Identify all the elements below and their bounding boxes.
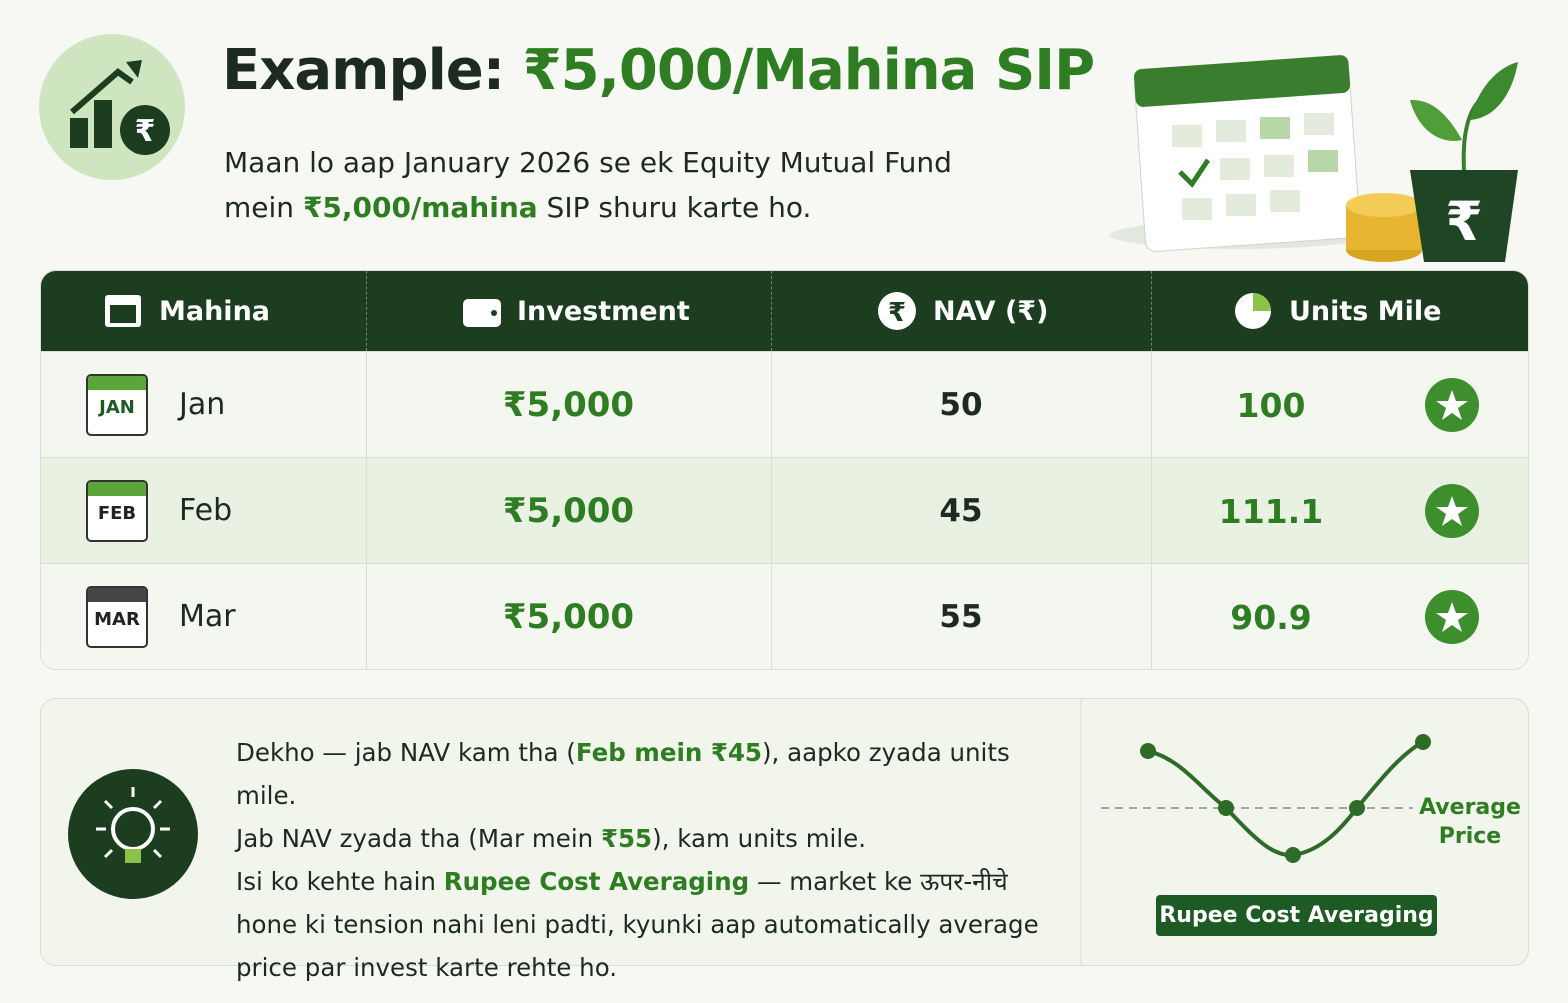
- star: [1425, 378, 1479, 436]
- text: Maan lo aap January 2026 se ek Equity Mu…: [224, 146, 952, 224]
- star-icon: [1425, 484, 1479, 538]
- column-header: Units Mile: [1233, 271, 1441, 351]
- badge: Rupee Cost Averaging: [1159, 903, 1434, 928]
- column-header: Mahina: [103, 271, 270, 351]
- table-row: MAR Mar ₹5,000 55 90.9: [41, 563, 1528, 669]
- month: Mar: [179, 599, 236, 634]
- column-label: Mahina: [159, 295, 271, 327]
- sentence: Isi ko kehte hain Rupee Cost Averaging —…: [236, 860, 1056, 989]
- column-icon: [463, 299, 501, 327]
- text: Jab NAV zyada tha (Mar mein: [236, 824, 601, 853]
- title-highlight: ₹5,000/Mahina SIP: [522, 38, 1095, 103]
- svg-text:₹: ₹: [135, 114, 156, 149]
- title: Example: ₹5,000/Mahina SIP: [222, 38, 1095, 103]
- divider: [366, 271, 367, 351]
- units: 90.9: [1230, 597, 1312, 637]
- chart-label-line: Average: [1419, 795, 1521, 820]
- column-label: Units Mile: [1289, 295, 1442, 327]
- divider: [771, 458, 772, 564]
- month-badge: MAR: [86, 586, 148, 648]
- badge-label: FEB: [97, 503, 137, 524]
- divider: [366, 564, 367, 669]
- star-icon: [1425, 590, 1479, 644]
- column-icon: ₹: [878, 292, 916, 330]
- header-art: ₹ ₹: [39, 34, 1518, 262]
- investment: ₹5,000: [502, 597, 635, 637]
- column-header: ₹ NAV (₹): [877, 271, 1048, 351]
- text: Dekho — jab NAV kam tha (: [236, 738, 576, 767]
- highlight: Feb mein ₹45: [575, 738, 762, 767]
- divider: [771, 564, 772, 669]
- nav: 45: [939, 493, 983, 529]
- highlight: Rupee Cost Averaging: [443, 867, 750, 896]
- text: SIP shuru karte ho.: [537, 191, 812, 224]
- note-text: Dekho — jab NAV kam tha (Feb mein ₹45), …: [236, 731, 1056, 989]
- note-art: [68, 699, 1437, 965]
- column-header: Investment: [461, 271, 690, 351]
- month: Jan: [179, 387, 226, 422]
- month-badge: JAN: [86, 374, 148, 436]
- intro: Maan lo aap January 2026 se ek Equity Mu…: [224, 140, 1024, 230]
- table: Mahina Investment ₹ NAV (₹) Units Mile JAN Ja…: [40, 270, 1529, 670]
- chart-label-line: Price: [1438, 824, 1502, 849]
- nav: 55: [939, 599, 983, 635]
- column-label: Investment: [517, 295, 690, 327]
- chart-label: Average Price: [1417, 793, 1523, 851]
- investment: ₹5,000: [502, 491, 635, 531]
- sentence: Dekho — jab NAV kam tha (Feb mein ₹45), …: [236, 731, 1056, 817]
- star-icon: [1425, 378, 1479, 432]
- month: Feb: [179, 493, 233, 528]
- highlight: ₹5,000/mahina: [302, 191, 538, 224]
- month-badge: FEB: [86, 480, 148, 542]
- table-row: JAN Jan ₹5,000 50 100: [41, 351, 1528, 458]
- table-header: Mahina Investment ₹ NAV (₹) Units Mile: [41, 271, 1528, 351]
- title-prefix: Example:: [222, 38, 505, 103]
- badge-label: MAR: [94, 609, 140, 630]
- text: — market ke ऊपर-नीचे hone ki tension nah…: [236, 867, 1039, 982]
- divider: [366, 352, 367, 458]
- divider: [1151, 564, 1152, 669]
- divider: [366, 458, 367, 564]
- note-box: Dekho — jab NAV kam tha (Feb mein ₹45), …: [40, 698, 1529, 982]
- badge-top: [88, 482, 146, 496]
- badge-label: JAN: [99, 397, 135, 418]
- divider: [1151, 271, 1152, 351]
- text: ), aapko zyada units mile.: [236, 738, 1010, 810]
- units: 100: [1236, 385, 1306, 425]
- svg-text:₹: ₹: [1445, 190, 1483, 253]
- column-icon: [1235, 293, 1271, 329]
- text: Isi ko kehte hain: [236, 867, 444, 896]
- text: ), kam units mile.: [652, 824, 867, 853]
- column-label: NAV (₹): [933, 295, 1049, 327]
- divider: [1151, 458, 1152, 564]
- badge-top: [88, 588, 146, 602]
- badge-top: [88, 376, 146, 390]
- svg-text:₹: ₹: [888, 298, 906, 328]
- divider: [771, 352, 772, 458]
- divider: [771, 271, 772, 351]
- star: [1425, 590, 1479, 648]
- divider: [1151, 352, 1152, 458]
- nav: 50: [939, 387, 983, 423]
- star: [1425, 484, 1479, 542]
- investment: ₹5,000: [502, 385, 635, 425]
- sentence: Jab NAV zyada tha (Mar mein ₹55), kam un…: [236, 817, 1056, 860]
- column-icon: [105, 295, 141, 327]
- highlight: ₹55: [600, 824, 653, 853]
- table-row: FEB Feb ₹5,000 45 111.1: [41, 457, 1528, 564]
- units: 111.1: [1218, 491, 1324, 531]
